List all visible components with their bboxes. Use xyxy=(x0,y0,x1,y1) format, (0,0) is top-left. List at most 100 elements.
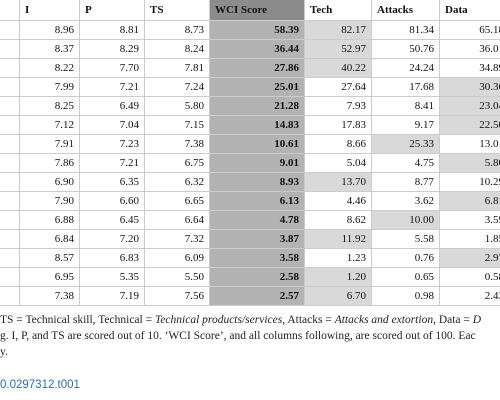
header-cell: Tech xyxy=(305,0,372,21)
table-cell: 7.15 xyxy=(145,116,210,135)
table-cell: 6.49 xyxy=(80,97,145,116)
table-cell: 25.33 xyxy=(372,135,440,154)
table-cell: 8.66 xyxy=(305,135,372,154)
doi-link[interactable]: 0.0297312.t001 xyxy=(0,379,80,391)
table-cell: 8.22 xyxy=(20,59,80,78)
table-cell xyxy=(0,97,20,116)
table-cell xyxy=(0,249,20,268)
header-cell: Attacks xyxy=(372,0,440,21)
table-cell: 8.62 xyxy=(305,211,372,230)
table-cell: 6.70 xyxy=(305,287,372,306)
table-cell: 3.59 xyxy=(440,211,500,230)
footnote-line: TS = Technical skill, Technical = Techni… xyxy=(0,314,481,326)
table-cell: 7.90 xyxy=(20,192,80,211)
table-cell: 10.29 xyxy=(440,173,500,192)
header-cell: WCI Score xyxy=(210,0,305,21)
table-cell: 8.24 xyxy=(145,40,210,59)
table-cell: 6.32 xyxy=(145,173,210,192)
table-cell: 6.81 xyxy=(440,192,500,211)
table-cell xyxy=(0,116,20,135)
table-cell: 0.76 xyxy=(372,249,440,268)
table-cell: 6.95 xyxy=(20,268,80,287)
table-cell: 8.41 xyxy=(372,97,440,116)
footnote-text: , Data = xyxy=(433,314,473,326)
table-cell: 7.20 xyxy=(80,230,145,249)
table-cell: 7.32 xyxy=(145,230,210,249)
table-cell xyxy=(0,21,20,40)
header-cell: I xyxy=(20,0,80,21)
table-cell: 0.98 xyxy=(372,287,440,306)
table-cell: 27.86 xyxy=(210,59,305,78)
table-cell: 7.21 xyxy=(80,154,145,173)
table-cell: 36.44 xyxy=(210,40,305,59)
table-cell: 1.23 xyxy=(305,249,372,268)
table-cell: 5.58 xyxy=(372,230,440,249)
table-cell: 81.34 xyxy=(372,21,440,40)
footnote-line: y. xyxy=(0,346,8,358)
table-cell: 7.38 xyxy=(145,135,210,154)
table-cell: 4.75 xyxy=(372,154,440,173)
table-cell: 7.04 xyxy=(80,116,145,135)
table-cell: 7.21 xyxy=(80,78,145,97)
table-cell: 7.81 xyxy=(145,59,210,78)
table-cell xyxy=(0,135,20,154)
table-cell xyxy=(0,173,20,192)
table-cell: 6.90 xyxy=(20,173,80,192)
table-cell: 11.92 xyxy=(305,230,372,249)
table-cell: 8.25 xyxy=(20,97,80,116)
table-cell: 8.77 xyxy=(372,173,440,192)
table-cell: 6.35 xyxy=(80,173,145,192)
table-cell xyxy=(0,211,20,230)
footnote-line: g. I, P, and TS are scored out of 10. ‘W… xyxy=(0,330,476,342)
table-cell: 1.20 xyxy=(305,268,372,287)
table-cell: 3.58 xyxy=(210,249,305,268)
footnote-text: Attacks and extortion xyxy=(334,314,434,326)
header-cell: Data xyxy=(440,0,500,21)
table-cell: 36.01 xyxy=(440,40,500,59)
table-cell: 6.64 xyxy=(145,211,210,230)
table-cell: 7.93 xyxy=(305,97,372,116)
table-cell xyxy=(0,78,20,97)
table-cell: 2.43 xyxy=(440,287,500,306)
table-cell: 8.29 xyxy=(80,40,145,59)
table-cell: 7.24 xyxy=(145,78,210,97)
table-cell: 7.99 xyxy=(20,78,80,97)
table-cell: 9.17 xyxy=(372,116,440,135)
table-cell: 2.97 xyxy=(440,249,500,268)
table-cell: 5.50 xyxy=(145,268,210,287)
table-cell: 0.58 xyxy=(440,268,500,287)
table-cell: 52.97 xyxy=(305,40,372,59)
table-cell: 6.75 xyxy=(145,154,210,173)
table-cell: 6.65 xyxy=(145,192,210,211)
header-cell: TS xyxy=(145,0,210,21)
table-cell: 5.80 xyxy=(145,97,210,116)
table-cell xyxy=(0,230,20,249)
table-cell: 1.85 xyxy=(440,230,500,249)
table-cell: 8.57 xyxy=(20,249,80,268)
table-cell: 65.18 xyxy=(440,21,500,40)
table-cell xyxy=(0,287,20,306)
table-cell: 8.93 xyxy=(210,173,305,192)
table-cell: 8.73 xyxy=(145,21,210,40)
table-cell: 8.37 xyxy=(20,40,80,59)
table-cell: 5.80 xyxy=(440,154,500,173)
table-cell: 3.62 xyxy=(372,192,440,211)
table-cell: 7.12 xyxy=(20,116,80,135)
table-cell: 24.24 xyxy=(372,59,440,78)
table-cell: 6.83 xyxy=(80,249,145,268)
table-cell: 6.09 xyxy=(145,249,210,268)
table-cell: 5.35 xyxy=(80,268,145,287)
header-cell xyxy=(0,0,20,21)
table-cell: 7.38 xyxy=(20,287,80,306)
table-cell: 4.78 xyxy=(210,211,305,230)
table-cell: 0.65 xyxy=(372,268,440,287)
table-cell: 5.04 xyxy=(305,154,372,173)
table-cell: 21.28 xyxy=(210,97,305,116)
table-cell: 14.83 xyxy=(210,116,305,135)
table-cell: 6.13 xyxy=(210,192,305,211)
table-cell: 30.36 xyxy=(440,78,500,97)
table-cell: 13.70 xyxy=(305,173,372,192)
table-cell: 17.68 xyxy=(372,78,440,97)
table-cell: 3.87 xyxy=(210,230,305,249)
